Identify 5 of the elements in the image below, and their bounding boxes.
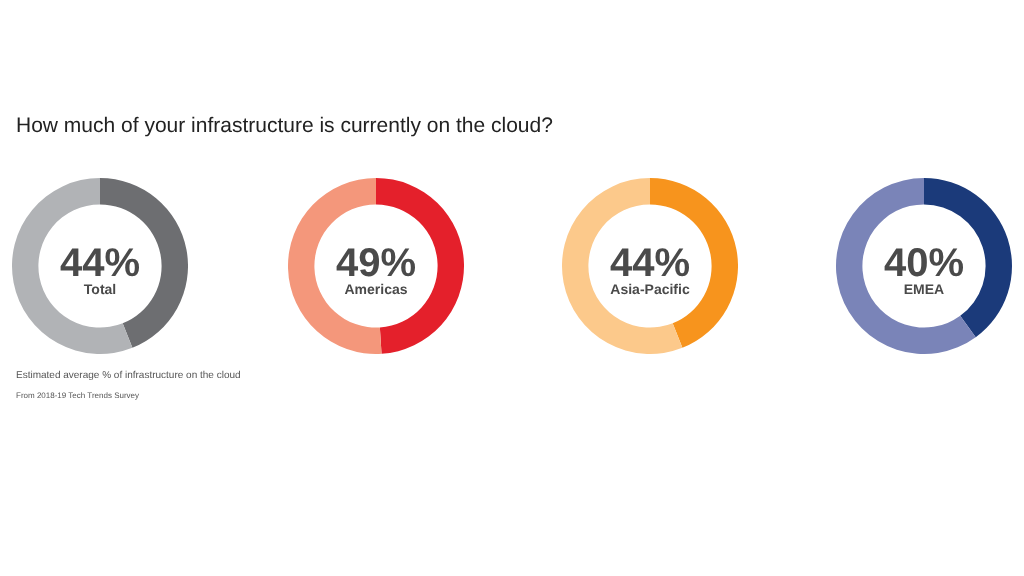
data-label: 44% (59, 242, 141, 286)
data-label: 40% (883, 242, 965, 286)
text: How much of your infrastructure is currently on the cloud? (16, 114, 553, 138)
data-label: 49% (335, 242, 417, 286)
data-label: 44% (609, 242, 691, 286)
